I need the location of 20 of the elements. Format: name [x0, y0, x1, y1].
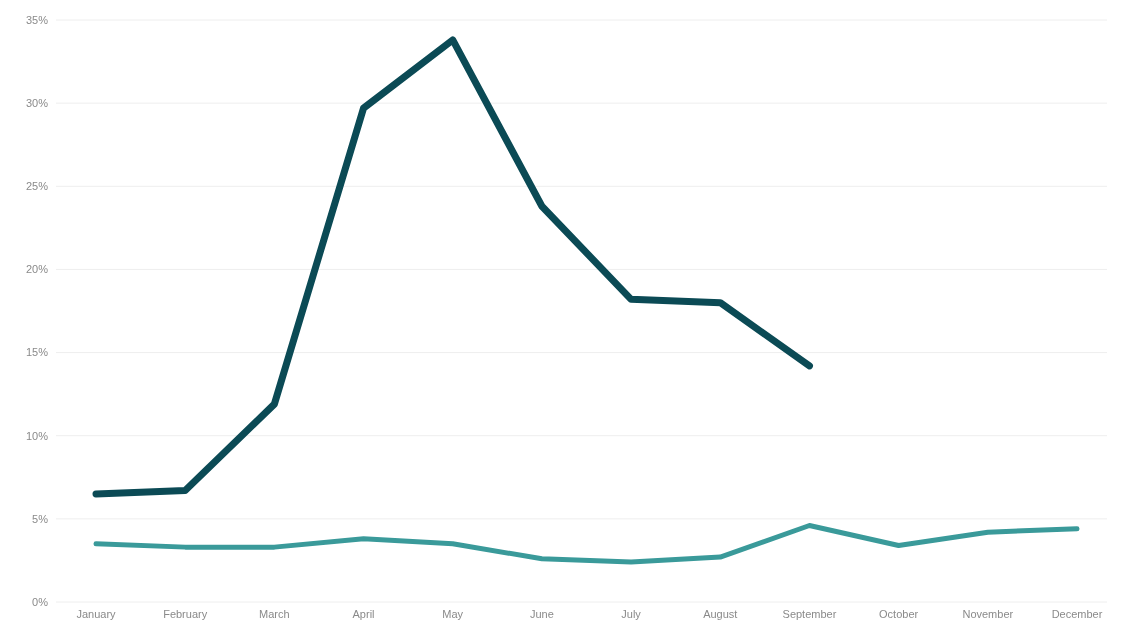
- x-tick-label: August: [703, 607, 738, 620]
- y-tick-label: 0%: [32, 595, 49, 608]
- y-tick-label: 20%: [25, 263, 49, 276]
- x-tick-label: November: [962, 607, 1014, 620]
- x-tick-label: September: [782, 607, 837, 620]
- y-tick-label: 35%: [25, 13, 49, 26]
- x-tick-label: January: [76, 607, 117, 620]
- y-tick-label: 30%: [25, 97, 49, 110]
- x-tick-label: June: [529, 607, 554, 620]
- y-tick-label: 5%: [32, 512, 49, 525]
- x-tick-label: April: [352, 607, 375, 620]
- x-tick-label: February: [163, 607, 208, 620]
- y-tick-label: 25%: [25, 180, 49, 193]
- y-tick-label: 10%: [25, 429, 49, 442]
- x-tick-label: October: [879, 607, 919, 620]
- x-tick-label: July: [621, 607, 642, 620]
- x-tick-label: December: [1051, 607, 1103, 620]
- x-tick-label: May: [442, 607, 464, 620]
- y-tick-label: 15%: [25, 346, 49, 359]
- x-tick-label: March: [259, 607, 290, 620]
